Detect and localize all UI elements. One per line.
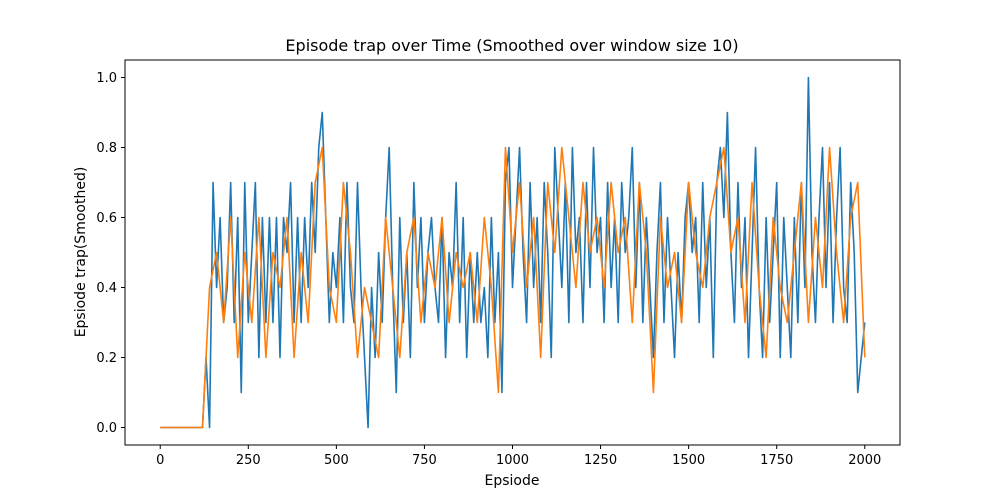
x-tick-label: 1000 [496,453,529,468]
y-tick-label: 1.0 [96,71,117,86]
x-tick-label: 0 [156,453,164,468]
y-tick-label: 0.4 [96,281,117,296]
data-line [160,76,866,429]
chart-title: Episode trap over Time (Smoothed over wi… [285,36,738,55]
y-tick-label: 0.0 [96,421,117,436]
y-tick-label: 0.6 [96,211,117,226]
x-tick-label: 1250 [584,453,617,468]
y-tick-label: 0.2 [96,351,117,366]
plot-frame [124,59,901,446]
x-tick-label: 1750 [760,453,793,468]
x-tick-label: 500 [324,453,349,468]
y-axis-label: Epsiode trap(Smoothed) [73,167,89,338]
y-tick-label: 0.8 [96,141,117,156]
x-tick-label: 2000 [848,453,881,468]
x-tick-label: 250 [236,453,261,468]
x-axis-label: Epsiode [485,473,540,489]
x-tick-label: 1500 [672,453,705,468]
data-line [160,146,866,429]
x-tick-label: 750 [412,453,437,468]
